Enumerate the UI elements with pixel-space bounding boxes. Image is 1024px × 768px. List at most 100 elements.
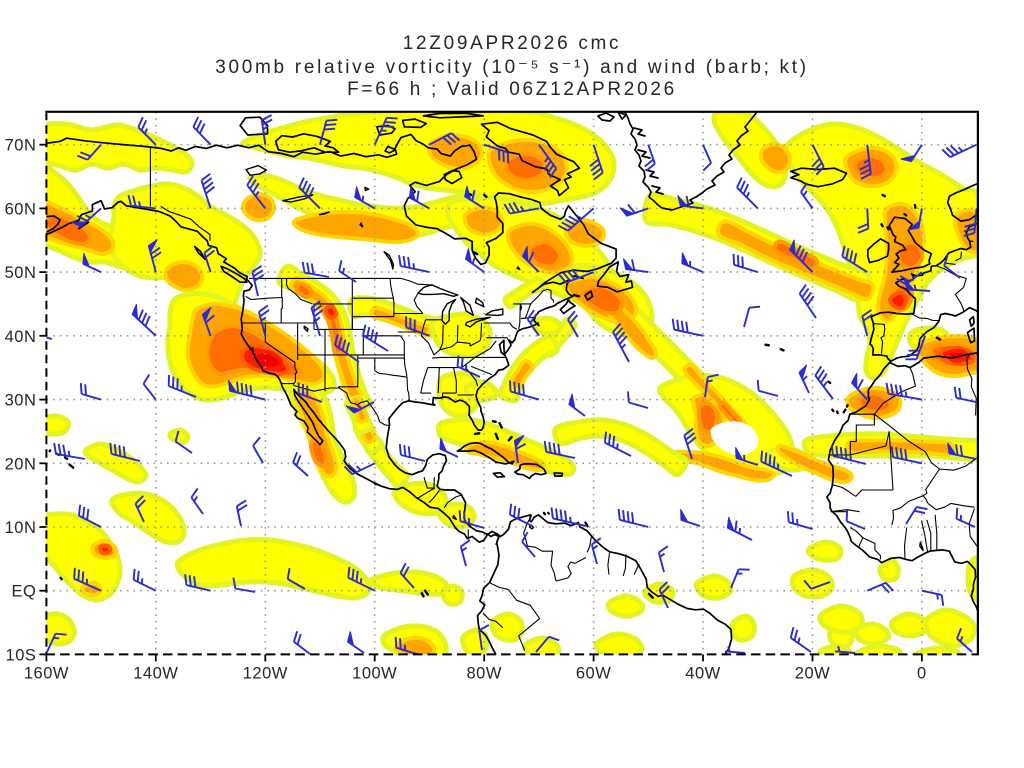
wind-barb: [859, 144, 872, 180]
border: [160, 205, 211, 241]
border: [858, 537, 864, 547]
coastline: [596, 261, 634, 293]
border: [955, 251, 962, 262]
wind-barb: [478, 624, 490, 651]
wind-barb: [756, 379, 779, 397]
wind-barb: [704, 373, 719, 398]
wind-barb: [292, 451, 309, 477]
vorticity-shade-l1: [783, 121, 978, 381]
lat-label: 20N: [5, 455, 37, 473]
wind-barb: [657, 545, 669, 573]
border: [461, 356, 476, 369]
border: [969, 240, 974, 243]
coastline: [443, 169, 463, 185]
coastline: [193, 245, 206, 261]
border: [873, 323, 886, 354]
coastline: [274, 132, 340, 154]
wind-barb: [814, 365, 834, 400]
lake: [303, 325, 309, 332]
vorticity-shade-l1: [877, 557, 901, 583]
wind-barb: [658, 581, 670, 609]
island: [507, 435, 513, 442]
vorticity-shade-l1: [729, 613, 757, 643]
coastline: [401, 118, 428, 129]
vorticity-shade-l1: [109, 490, 187, 546]
border: [432, 356, 464, 359]
lake: [474, 297, 485, 308]
wind-barb: [786, 511, 813, 530]
lake: [245, 164, 268, 176]
wind-barb: [82, 253, 102, 273]
wind-barb: [956, 627, 973, 653]
lat-label: 50N: [5, 264, 37, 282]
island: [542, 511, 547, 516]
border: [829, 413, 875, 456]
chart-title-field: 300mb relative vorticity (10⁻⁵ s⁻¹) and …: [215, 57, 809, 78]
border: [518, 303, 521, 330]
vorticity-shade-l1: [913, 645, 963, 655]
coastline: [637, 149, 651, 159]
wind-barb: [619, 203, 649, 217]
lake: [383, 251, 395, 270]
wind-barb: [109, 442, 141, 462]
coastline: [966, 327, 976, 344]
border: [400, 335, 405, 359]
lon-label: 100W: [352, 664, 397, 682]
chart-title-valid: F=66 h ; Valid 06Z12APR2026: [347, 79, 677, 100]
wind-barb: [398, 444, 426, 462]
border: [456, 324, 459, 342]
wind-barb: [798, 284, 817, 319]
wind-barb: [538, 144, 557, 179]
border: [944, 262, 956, 265]
lake: [441, 298, 457, 325]
island: [831, 408, 835, 413]
wind-barb: [907, 208, 923, 231]
wind-barb: [736, 177, 759, 210]
wind-barb: [508, 380, 540, 401]
lat-label: 10N: [5, 519, 37, 537]
coastline: [866, 238, 890, 264]
border: [280, 278, 283, 323]
lake: [452, 514, 457, 520]
island: [59, 576, 63, 581]
island: [483, 193, 488, 199]
border: [955, 286, 964, 295]
wind-barb: [246, 175, 267, 209]
wind-barb: [319, 118, 338, 145]
lake: [485, 308, 504, 317]
island: [423, 589, 429, 596]
wind-barb: [526, 309, 540, 337]
island: [494, 432, 500, 441]
island: [880, 223, 884, 228]
wind-barb: [228, 380, 266, 401]
wind-barb: [522, 246, 540, 273]
vorticity-shade-l1: [46, 121, 195, 175]
vorticity-shade-l1: [440, 583, 465, 607]
vorticity-shade-l3: [717, 400, 743, 428]
wind-barb: [830, 444, 867, 465]
border: [413, 292, 424, 314]
border: [482, 612, 504, 629]
border: [920, 520, 929, 552]
wind-barb: [903, 278, 931, 292]
wind-barb: [76, 144, 102, 161]
border: [855, 489, 893, 497]
wind-barb: [612, 323, 630, 363]
wind-barb: [398, 254, 430, 274]
wind-barb: [167, 374, 197, 398]
wind-barb: [77, 504, 102, 528]
wind-barb: [725, 645, 746, 654]
coastline: [617, 111, 627, 120]
vorticity-shade-l4: [97, 543, 113, 556]
coastline: [239, 116, 269, 136]
wind-barb: [260, 114, 273, 145]
coastline: [384, 145, 397, 154]
wind-barb: [345, 401, 375, 414]
lake: [364, 186, 370, 192]
wind-barb: [953, 386, 977, 403]
border: [443, 494, 462, 509]
wind-barb: [671, 318, 704, 337]
lon-label: 60W: [576, 664, 611, 682]
wind-barb: [252, 436, 264, 464]
